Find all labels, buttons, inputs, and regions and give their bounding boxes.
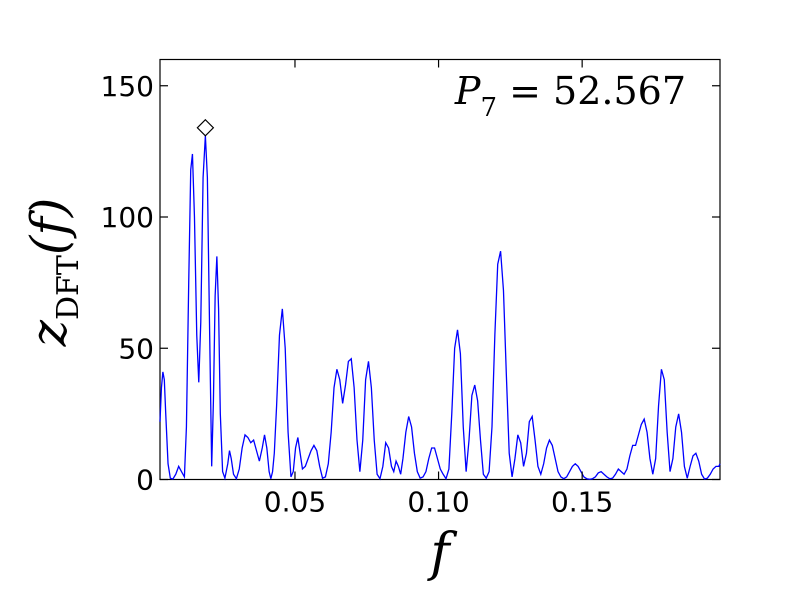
series-line bbox=[159, 135, 721, 481]
annotation-label: P7 = 52.567 bbox=[454, 69, 686, 123]
annotation-base: P bbox=[454, 69, 482, 113]
x-axis-ticks: 0.05 0.10 0.15 bbox=[264, 59, 613, 519]
y-axis-label: zDFT(f) bbox=[20, 198, 86, 348]
y-tick-label: 0 bbox=[136, 464, 154, 497]
annotation-value: = 52.567 bbox=[497, 69, 686, 113]
x-axis-label: f bbox=[426, 523, 457, 583]
y-axis-label-base: z bbox=[20, 319, 78, 347]
y-axis-label-arg: (f) bbox=[20, 198, 78, 256]
peak-marker bbox=[196, 118, 215, 137]
y-tick-label: 100 bbox=[101, 201, 154, 234]
y-tick-label: 50 bbox=[118, 332, 154, 365]
y-tick-label: 150 bbox=[101, 70, 154, 103]
x-tick-label: 0.05 bbox=[264, 486, 326, 519]
annotation-subscript: 7 bbox=[480, 93, 497, 123]
x-tick-label: 0.10 bbox=[407, 486, 469, 519]
y-axis-label-subscript: DFT bbox=[51, 255, 86, 320]
x-tick-label: 0.15 bbox=[551, 486, 613, 519]
y-axis-ticks: 0 50 100 150 bbox=[101, 70, 720, 497]
plot-frame bbox=[159, 58, 721, 481]
